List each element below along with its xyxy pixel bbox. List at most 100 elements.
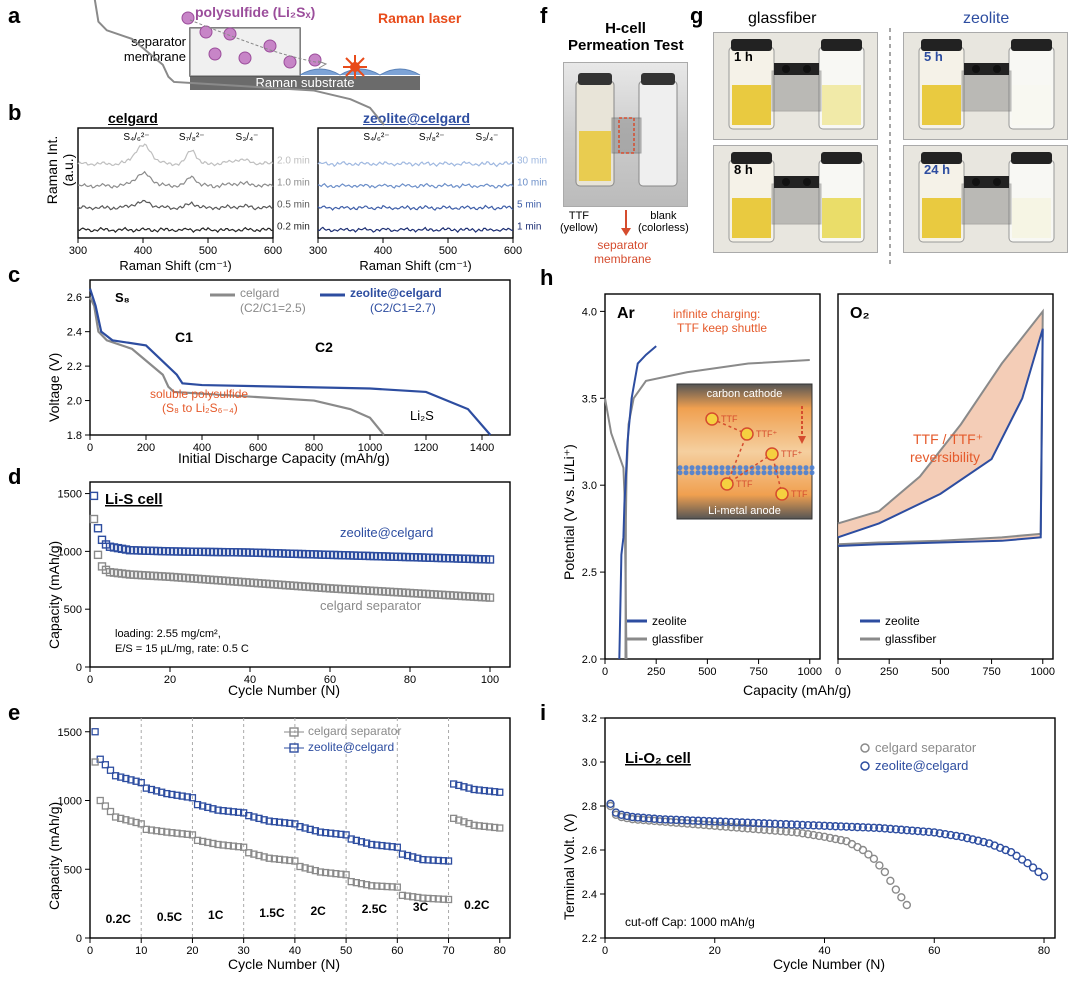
panel-c: Voltage (V) 1.82.02.22.42.60200400600800… bbox=[48, 272, 523, 467]
svg-text:2.6: 2.6 bbox=[67, 292, 82, 304]
svg-text:400: 400 bbox=[134, 245, 152, 257]
label-h: h bbox=[540, 265, 553, 291]
svg-text:750: 750 bbox=[982, 666, 1000, 678]
svg-text:Raman Shift (cm⁻¹): Raman Shift (cm⁻¹) bbox=[359, 258, 471, 273]
panel-e-ylabel: Capacity (mAh/g) bbox=[46, 802, 62, 910]
svg-text:Li-metal anode: Li-metal anode bbox=[708, 505, 781, 517]
svg-text:600: 600 bbox=[264, 245, 282, 257]
svg-text:zeolite@celgard: zeolite@celgard bbox=[350, 286, 442, 300]
panel-f: H-cell Permeation Test TTF (yellow) blan… bbox=[558, 20, 693, 260]
svg-text:(C2/C1=2.7): (C2/C1=2.7) bbox=[370, 301, 436, 315]
panel-c-ylabel: Voltage (V) bbox=[46, 353, 62, 422]
svg-text:2C: 2C bbox=[310, 904, 326, 918]
svg-text:1500: 1500 bbox=[58, 489, 82, 501]
svg-text:zeolite@celgard: zeolite@celgard bbox=[340, 525, 433, 540]
celgard-title: celgard bbox=[108, 110, 158, 126]
svg-text:500: 500 bbox=[64, 604, 82, 616]
zeolite-title-g: zeolite bbox=[963, 10, 1009, 28]
svg-text:carbon cathode: carbon cathode bbox=[707, 388, 783, 400]
svg-text:cut-off Cap: 1000 mAh/g: cut-off Cap: 1000 mAh/g bbox=[625, 915, 755, 929]
svg-text:celgard separator: celgard separator bbox=[308, 724, 401, 738]
svg-text:S₄/₆²⁻: S₄/₆²⁻ bbox=[123, 132, 149, 143]
svg-text:celgard: celgard bbox=[240, 286, 279, 300]
svg-text:300: 300 bbox=[69, 245, 87, 257]
ttf-label: TTF (yellow) bbox=[560, 210, 598, 234]
label-f: f bbox=[540, 3, 547, 29]
svg-text:1400: 1400 bbox=[470, 442, 494, 454]
svg-text:1.8: 1.8 bbox=[67, 430, 82, 442]
svg-text:500: 500 bbox=[64, 864, 82, 876]
svg-text:0: 0 bbox=[87, 674, 93, 686]
polysulfide-text: polysulfide (Li₂Sₓ) bbox=[195, 4, 315, 20]
svg-text:TTF / TTF⁺: TTF / TTF⁺ bbox=[913, 431, 983, 447]
svg-text:60: 60 bbox=[391, 945, 403, 957]
svg-text:20: 20 bbox=[709, 945, 721, 957]
svg-text:20: 20 bbox=[164, 674, 176, 686]
panel-h-ylabel: Potential (V vs. Li/Li⁺) bbox=[561, 444, 578, 580]
svg-text:3.2: 3.2 bbox=[582, 713, 597, 725]
panel-e: Capacity (mAh/g) 05001000150001020304050… bbox=[48, 710, 523, 973]
svg-text:2.4: 2.4 bbox=[582, 889, 597, 901]
svg-text:1 h: 1 h bbox=[734, 49, 753, 64]
svg-text:0: 0 bbox=[87, 442, 93, 454]
svg-text:750: 750 bbox=[749, 666, 767, 678]
svg-text:2.0: 2.0 bbox=[582, 654, 597, 666]
svg-text:100: 100 bbox=[481, 674, 499, 686]
svg-text:2.6: 2.6 bbox=[582, 845, 597, 857]
svg-text:zeolite@celgard: zeolite@celgard bbox=[308, 740, 394, 754]
svg-text:1200: 1200 bbox=[414, 442, 438, 454]
panel-i: Terminal Volt. (V) 2.22.42.62.83.03.2020… bbox=[563, 710, 1068, 973]
svg-text:1.0 min: 1.0 min bbox=[277, 177, 310, 188]
svg-text:80: 80 bbox=[494, 945, 506, 957]
svg-text:250: 250 bbox=[880, 666, 898, 678]
svg-text:2.8: 2.8 bbox=[582, 801, 597, 813]
svg-text:Li-S cell: Li-S cell bbox=[105, 491, 163, 508]
svg-text:3.0: 3.0 bbox=[582, 480, 597, 492]
svg-text:celgard separator: celgard separator bbox=[320, 598, 422, 613]
svg-text:O₂: O₂ bbox=[850, 305, 870, 322]
panel-h: Potential (V vs. Li/Li⁺) 025050075010002… bbox=[563, 280, 1068, 700]
svg-text:500: 500 bbox=[931, 666, 949, 678]
panel-e-svg: 050010001500010203040506070800.2C0.5C1C1… bbox=[48, 710, 523, 973]
panel-e-xlabel: Cycle Number (N) bbox=[228, 956, 340, 972]
panel-i-xlabel: Cycle Number (N) bbox=[773, 956, 885, 972]
raman-laser-icon bbox=[343, 55, 367, 79]
panel-i-ylabel: Terminal Volt. (V) bbox=[561, 813, 577, 920]
svg-text:70: 70 bbox=[442, 945, 454, 957]
svg-text:500: 500 bbox=[199, 245, 217, 257]
svg-text:3.5: 3.5 bbox=[582, 393, 597, 405]
panel-d: Capacity (mAh/g) 05001000150002040608010… bbox=[48, 474, 523, 699]
svg-text:500: 500 bbox=[439, 245, 457, 257]
svg-text:80: 80 bbox=[1038, 945, 1050, 957]
svg-text:30 min: 30 min bbox=[517, 155, 547, 166]
label-a: a bbox=[8, 3, 20, 29]
svg-text:TTF: TTF bbox=[721, 414, 738, 424]
sep-label: separator membrane bbox=[594, 238, 651, 266]
svg-text:S₇/₈²⁻: S₇/₈²⁻ bbox=[419, 132, 445, 143]
svg-text:2.0 min: 2.0 min bbox=[277, 155, 310, 166]
panel-c-svg: 1.82.02.22.42.60200400600800100012001400… bbox=[48, 272, 523, 467]
svg-text:5 min: 5 min bbox=[517, 199, 541, 210]
svg-text:20: 20 bbox=[186, 945, 198, 957]
svg-text:500: 500 bbox=[698, 666, 716, 678]
svg-text:celgard separator: celgard separator bbox=[875, 740, 977, 755]
svg-text:(S₈ to Li₂S₆₋₄): (S₈ to Li₂S₆₋₄) bbox=[162, 401, 238, 415]
label-b: b bbox=[8, 100, 21, 126]
svg-text:zeolite: zeolite bbox=[885, 614, 920, 628]
svg-text:2.5C: 2.5C bbox=[362, 902, 388, 916]
svg-text:24 h: 24 h bbox=[924, 162, 950, 177]
svg-text:600: 600 bbox=[504, 245, 522, 257]
svg-text:loading: 2.55 mg/cm²,: loading: 2.55 mg/cm², bbox=[115, 628, 221, 640]
svg-text:0: 0 bbox=[835, 666, 841, 678]
svg-text:S₈: S₈ bbox=[115, 290, 130, 305]
svg-text:8 h: 8 h bbox=[734, 162, 753, 177]
svg-text:C2: C2 bbox=[315, 339, 333, 355]
svg-text:S₃/₄⁻: S₃/₄⁻ bbox=[476, 132, 499, 143]
svg-text:S₇/₈²⁻: S₇/₈²⁻ bbox=[179, 132, 205, 143]
svg-text:400: 400 bbox=[374, 245, 392, 257]
svg-text:4.0: 4.0 bbox=[582, 306, 597, 318]
svg-text:50: 50 bbox=[340, 945, 352, 957]
svg-text:80: 80 bbox=[404, 674, 416, 686]
panel-b-svg: 300 400 500 600 Raman Shift (cm⁻¹) 2.0 min 1.0… bbox=[48, 110, 523, 270]
svg-text:1.5C: 1.5C bbox=[259, 906, 285, 920]
